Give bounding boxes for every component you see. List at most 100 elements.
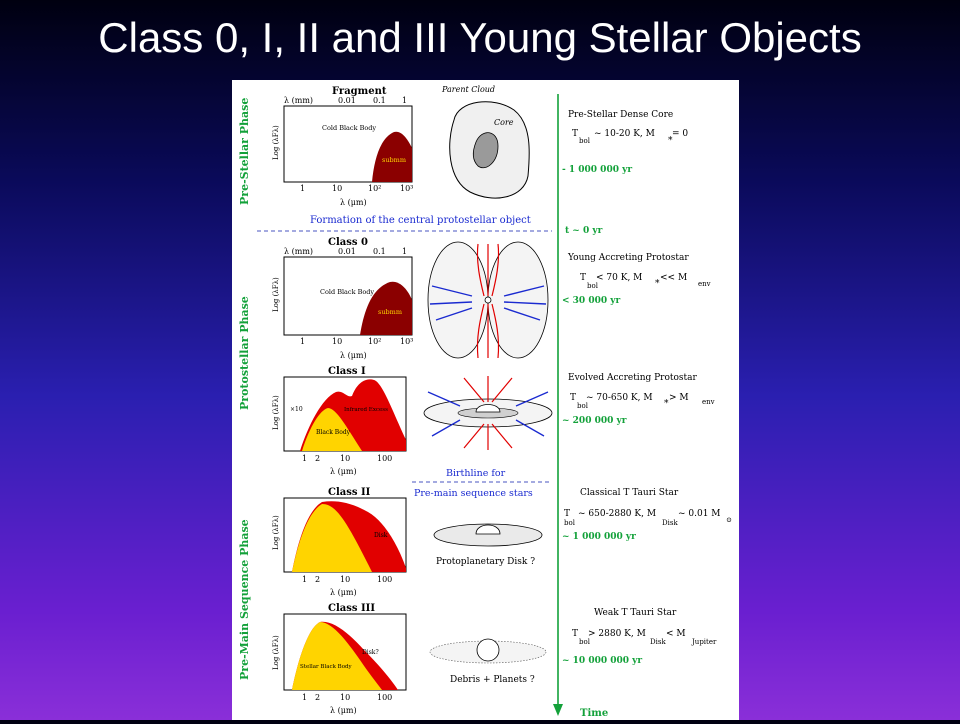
top-axis-label: λ (mm) bbox=[284, 96, 313, 105]
debris-disk-sketch: Debris + Planets ? bbox=[429, 638, 547, 685]
sed-fill-star bbox=[292, 504, 372, 572]
stage-cond: < 70 K, M bbox=[596, 273, 642, 283]
sed-panel-class3: Class III Disk? Stellar Black Body Log (… bbox=[272, 603, 407, 715]
stage-age: < 30 000 yr bbox=[562, 296, 620, 306]
class1-disk-sketch bbox=[423, 376, 553, 450]
x-tick: 1 bbox=[302, 454, 307, 463]
x-tick: 2 bbox=[315, 575, 320, 584]
y-axis-label: Log (λFλ) bbox=[272, 635, 280, 670]
parent-cloud-label: Parent Cloud bbox=[441, 85, 495, 94]
x-tick: 10³ bbox=[400, 184, 413, 193]
stage-name: Young Accreting Protostar bbox=[567, 253, 689, 263]
stage-tail: ~ 0.01 M bbox=[678, 509, 721, 519]
x-axis-label: λ (μm) bbox=[330, 467, 357, 476]
top-tick: 1 bbox=[402, 247, 407, 256]
stage-age: ~ 200 000 yr bbox=[562, 416, 627, 426]
y-axis-label: Log (λFλ) bbox=[272, 125, 280, 160]
x-tick: 1 bbox=[302, 575, 307, 584]
sed-panel-class2: Class II Disk Log (λFλ) 1 2 10 100 λ (μm… bbox=[272, 487, 407, 597]
stage-sub2: Disk bbox=[650, 638, 666, 646]
stage-t: T bbox=[570, 393, 576, 403]
stage-sub: bol bbox=[577, 402, 589, 410]
stage-age: - 1 000 000 yr bbox=[562, 165, 632, 175]
stage-age: ~ 1 000 000 yr bbox=[562, 532, 636, 542]
stage-name: Weak T Tauri Star bbox=[594, 608, 677, 618]
formation-label: Formation of the central protostellar ob… bbox=[310, 215, 531, 226]
scale-note: ×10 bbox=[290, 406, 303, 413]
stage-sub2: * bbox=[655, 279, 660, 289]
panel-title-class3: Class III bbox=[328, 603, 375, 614]
ysos-figure: Pre-Stellar Phase Protostellar Phase Pre… bbox=[232, 80, 739, 720]
stage-name: Pre-Stellar Dense Core bbox=[568, 110, 673, 120]
time-axis: Time bbox=[553, 94, 608, 719]
disk-label: Disk bbox=[374, 532, 388, 539]
x-tick: 1 bbox=[300, 337, 305, 346]
stage-age: ~ 10 000 000 yr bbox=[562, 656, 642, 666]
parent-cloud-sketch: Parent Cloud Core bbox=[441, 85, 530, 199]
y-axis-label: Log (λFλ) bbox=[272, 515, 280, 550]
slide-title: Class 0, I, II and III Young Stellar Obj… bbox=[98, 14, 862, 61]
x-tick: 10² bbox=[368, 184, 381, 193]
x-tick: 10 bbox=[340, 575, 350, 584]
protoplanetary-label: Protoplanetary Disk ? bbox=[436, 557, 535, 567]
x-axis-label: λ (μm) bbox=[330, 588, 357, 597]
y-axis-label: Log (λFλ) bbox=[272, 277, 280, 312]
stage-t: T bbox=[572, 129, 578, 139]
stage-weak-t-tauri: Weak T Tauri Star T bol > 2880 K, M Disk… bbox=[562, 608, 717, 666]
sed-fill-submm bbox=[360, 281, 412, 335]
stage-sub3: env bbox=[702, 398, 715, 406]
x-tick: 2 bbox=[315, 454, 320, 463]
excess-label: Infrared Excess bbox=[344, 407, 388, 413]
top-axis-label: λ (mm) bbox=[284, 247, 313, 256]
stage-t: T bbox=[564, 509, 570, 519]
stage-sub3: env bbox=[698, 280, 711, 288]
stage-name: Classical T Tauri Star bbox=[580, 488, 679, 498]
stage-cond: > 2880 K, M bbox=[588, 629, 646, 639]
top-tick: 1 bbox=[402, 96, 407, 105]
panel-title-class0: Class 0 bbox=[328, 237, 368, 248]
x-tick: 100 bbox=[377, 693, 392, 702]
sed-fill-black-body bbox=[302, 408, 362, 451]
fill-label: submm bbox=[382, 156, 406, 164]
sed-panel-fragment: Fragment λ (mm) 0.01 0.1 1 Cold Black Bo… bbox=[272, 86, 413, 207]
stage-cond: ~ 10-20 K, M bbox=[594, 129, 655, 139]
stage-sub: bol bbox=[579, 638, 591, 646]
stage-sub: bol bbox=[587, 282, 599, 290]
stage-classical-t-tauri: Classical T Tauri Star T bol ~ 650-2880 … bbox=[562, 488, 732, 542]
stage-sub2: * bbox=[668, 136, 673, 146]
time-label: Time bbox=[580, 708, 608, 719]
top-tick: 0.1 bbox=[373, 247, 386, 256]
x-tick: 10 bbox=[332, 184, 342, 193]
protoplanetary-disk-sketch: Protoplanetary Disk ? bbox=[433, 523, 543, 567]
panel-title-fragment: Fragment bbox=[332, 86, 387, 97]
stage-evolved-accreting: Evolved Accreting Protostar T bol ~ 70-6… bbox=[562, 373, 715, 426]
x-axis-label: λ (μm) bbox=[330, 706, 357, 715]
sed-panel-class0: Class 0 λ (mm) 0.01 0.1 1 Cold Black Bod… bbox=[272, 237, 413, 360]
phase-label-protostellar: Protostellar Phase bbox=[238, 296, 251, 410]
sed-panel-class1: Class I Infrared Excess Black Body ×10 L… bbox=[272, 366, 407, 476]
sed-fill-star bbox=[292, 622, 382, 690]
disk-label: Disk? bbox=[362, 649, 379, 656]
y-axis-label: Log (λFλ) bbox=[272, 395, 280, 430]
x-tick: 10 bbox=[332, 337, 342, 346]
stage-tail: > M bbox=[669, 393, 689, 403]
top-tick: 0.1 bbox=[373, 96, 386, 105]
x-tick: 10³ bbox=[400, 337, 413, 346]
stage-cond: ~ 650-2880 K, M bbox=[578, 509, 656, 519]
x-tick: 1 bbox=[300, 184, 305, 193]
stage-pre-stellar: Pre-Stellar Dense Core T bol ~ 10-20 K, … bbox=[562, 110, 688, 175]
top-tick: 0.01 bbox=[338, 96, 356, 105]
fill-label: submm bbox=[378, 308, 402, 316]
stage-tail: << M bbox=[660, 273, 687, 283]
x-axis-label: λ (μm) bbox=[340, 198, 367, 207]
x-tick: 10 bbox=[340, 693, 350, 702]
class0-envelope-sketch bbox=[427, 241, 549, 359]
x-axis-label: λ (μm) bbox=[340, 351, 367, 360]
x-tick: 2 bbox=[315, 693, 320, 702]
stage-sub2: * bbox=[664, 399, 669, 409]
top-tick: 0.01 bbox=[338, 247, 356, 256]
stage-young-accreting: Young Accreting Protostar T bol < 70 K, … bbox=[562, 253, 711, 306]
sed-fill-submm bbox=[372, 131, 412, 182]
phase-label-pre-stellar: Pre-Stellar Phase bbox=[238, 98, 251, 205]
debris-label: Debris + Planets ? bbox=[450, 675, 535, 685]
